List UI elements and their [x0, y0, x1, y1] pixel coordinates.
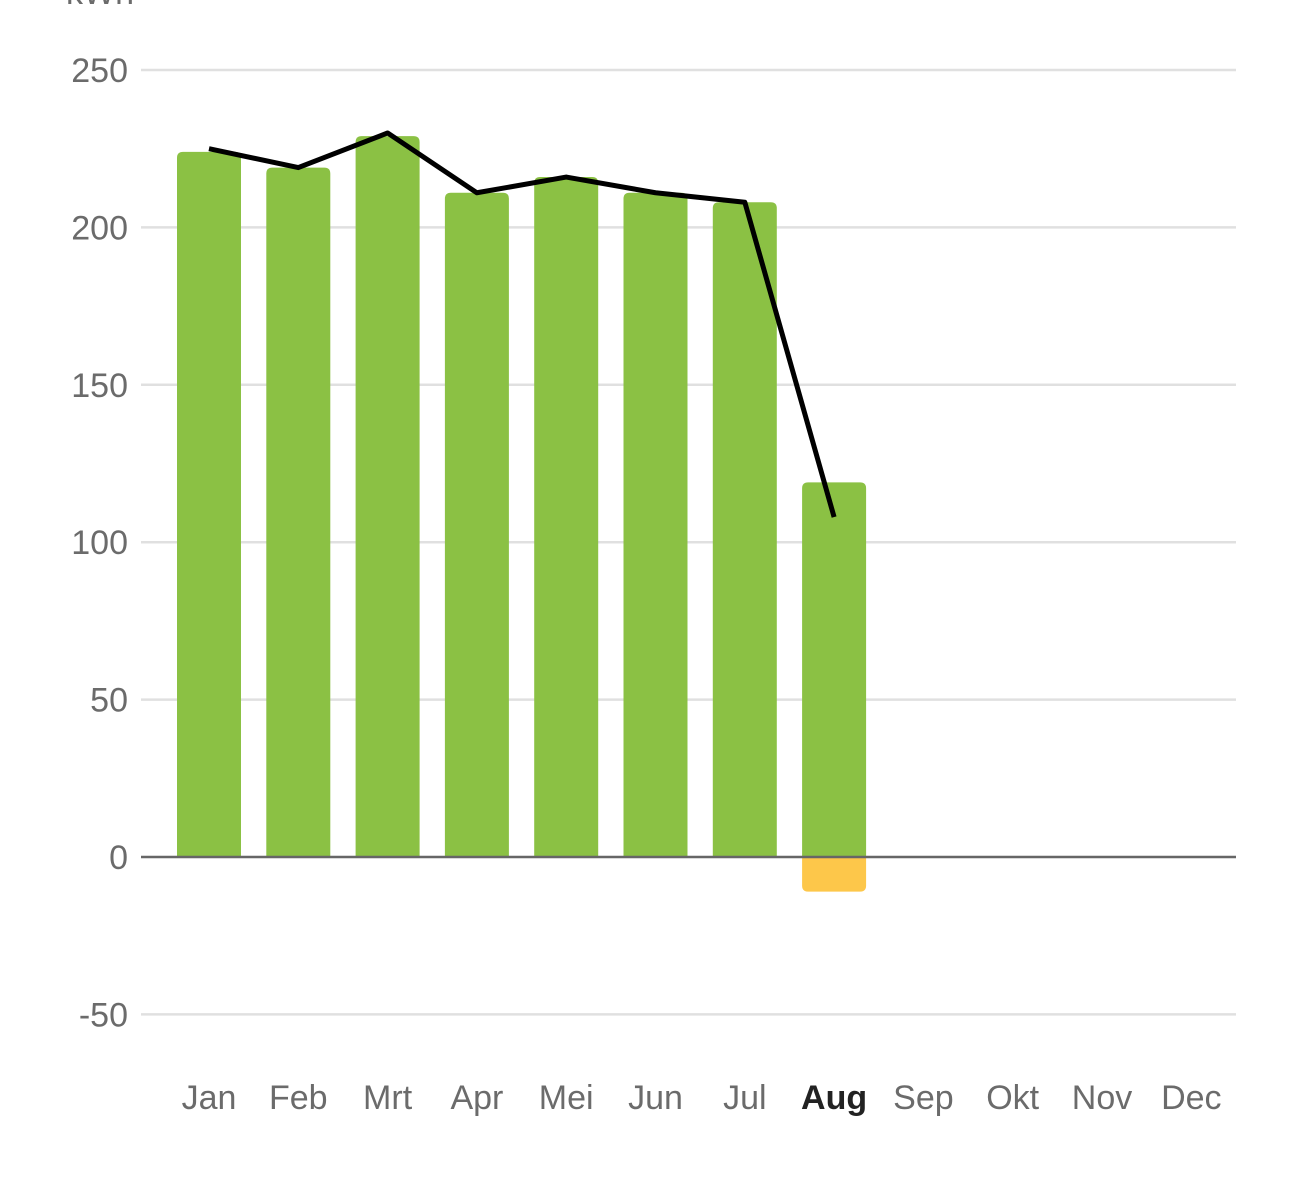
x-tick-label-apr: Apr: [450, 1079, 503, 1117]
trend-line: [208, 130, 837, 518]
y-tick-label: -50: [79, 996, 128, 1034]
y-tick-label: 100: [71, 524, 128, 562]
y-tick-label: 0: [109, 839, 128, 877]
bar-jun-positive[interactable]: [623, 192, 688, 858]
x-tick-label-jul: Jul: [723, 1079, 766, 1117]
bar-feb-positive[interactable]: [266, 167, 331, 857]
x-tick-label-nov: Nov: [1072, 1079, 1132, 1117]
x-tick-label-jan: Jan: [182, 1079, 237, 1117]
x-tick-label-mei: Mei: [539, 1079, 594, 1117]
x-tick-label-jun: Jun: [628, 1079, 683, 1117]
y-tick-label: 50: [90, 682, 128, 720]
x-tick-label-mrt: Mrt: [363, 1079, 413, 1117]
bar-apr-positive[interactable]: [444, 192, 509, 858]
bar-aug-positive[interactable]: [802, 482, 867, 857]
y-axis-label: kWh: [66, 0, 134, 12]
x-tick-label-feb: Feb: [269, 1079, 328, 1117]
x-tick-label-okt: Okt: [986, 1079, 1039, 1117]
y-tick-label: 200: [71, 209, 128, 247]
bar-jan-positive[interactable]: [177, 151, 241, 857]
bar-mrt-positive[interactable]: [355, 136, 420, 857]
y-tick-label: 150: [71, 367, 128, 405]
x-tick-label-aug: Aug: [801, 1079, 867, 1117]
x-tick-label-sep: Sep: [893, 1079, 954, 1117]
x-tick-label-dec: Dec: [1161, 1079, 1221, 1117]
y-tick-label: 250: [71, 52, 128, 90]
bar-mei-positive[interactable]: [534, 177, 599, 858]
bar-jul-positive[interactable]: [712, 202, 777, 857]
bar-aug-negative[interactable]: [802, 857, 867, 892]
